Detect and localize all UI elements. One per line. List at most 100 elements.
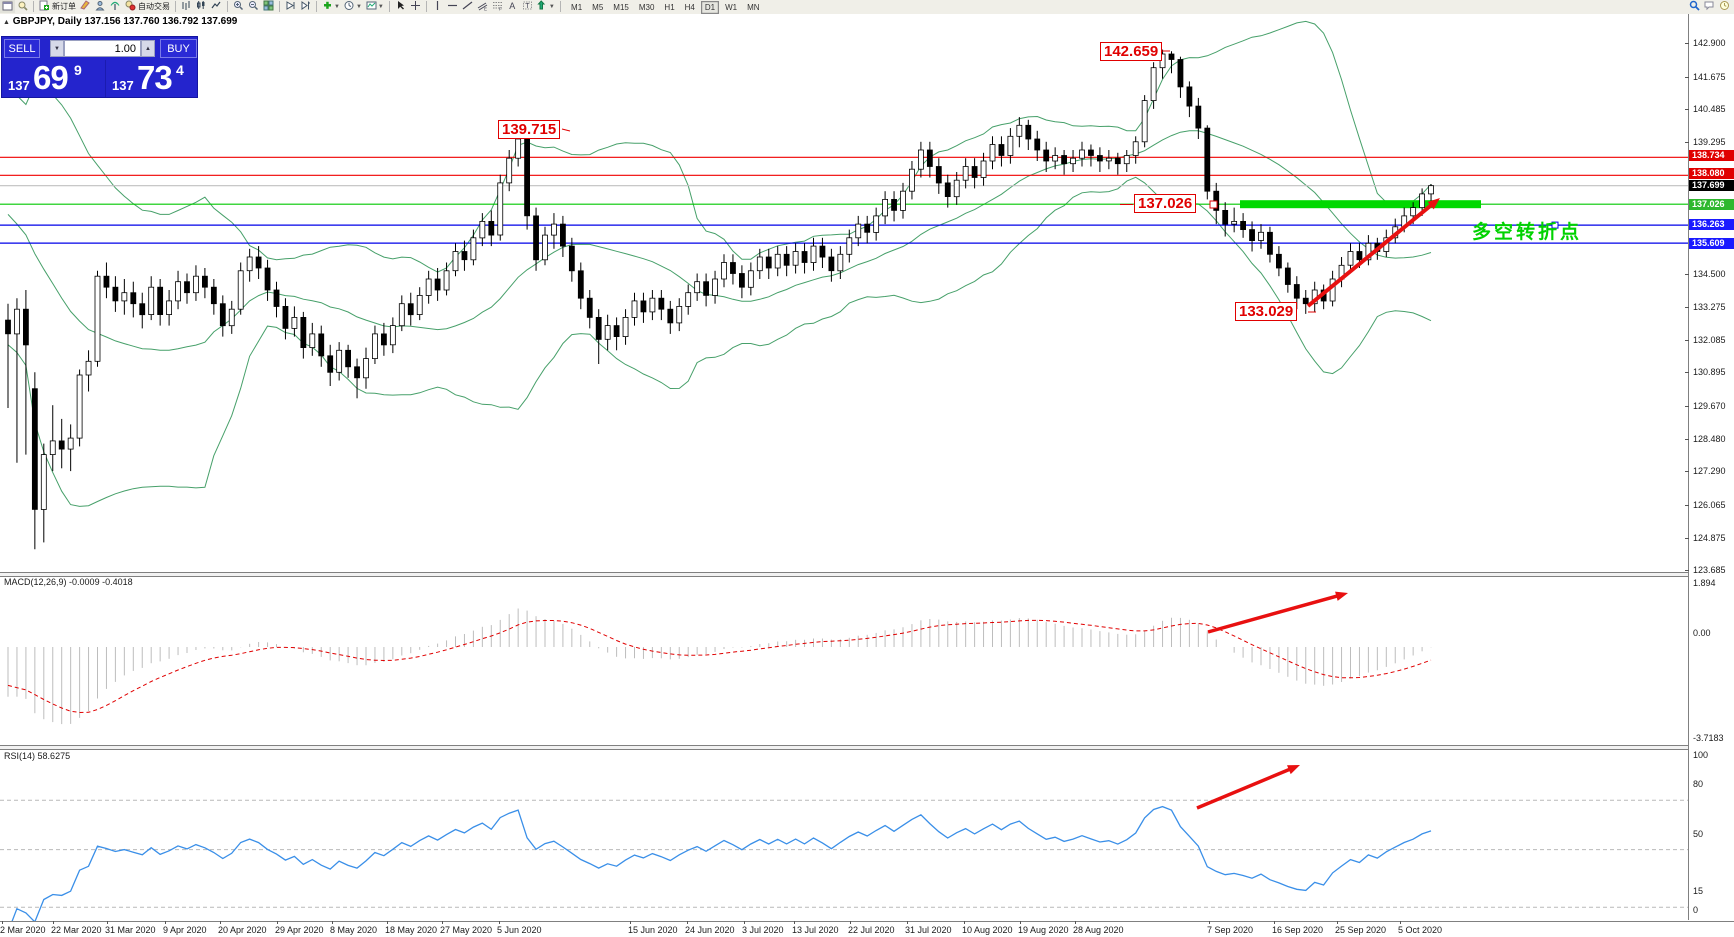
macd-pane[interactable] xyxy=(0,576,1688,745)
timeframe-h1-button[interactable]: H1 xyxy=(664,3,675,12)
price-tick: 142.900 xyxy=(1693,38,1726,48)
price-tick: 141.675 xyxy=(1693,71,1726,82)
toolbar-separator xyxy=(279,1,280,12)
chat-button[interactable] xyxy=(1702,0,1717,13)
timeframe-m5-button[interactable]: M5 xyxy=(592,3,604,12)
date-tick: 29 Apr 2020 xyxy=(275,925,324,935)
price-label-object[interactable]: 137.026 xyxy=(1134,194,1197,213)
hline-button[interactable] xyxy=(445,0,460,13)
date-tick-mark xyxy=(1400,921,1401,924)
date-tick: 3 Jul 2020 xyxy=(742,925,784,935)
zoom-in-button[interactable] xyxy=(231,0,246,13)
styler-icon xyxy=(80,0,91,13)
date-tick: 15 Jun 2020 xyxy=(628,925,678,935)
indicator-axis-tick: 1.894 xyxy=(1693,578,1716,588)
toolbar-separator xyxy=(175,1,176,12)
toolbar-separator xyxy=(388,1,390,12)
volume-up-button[interactable]: ▲ xyxy=(141,40,155,57)
main-chart-pane[interactable] xyxy=(0,14,1688,572)
one-click-toggle-icon[interactable]: ▲ xyxy=(3,19,10,26)
vline-button[interactable] xyxy=(430,0,445,13)
date-tick-mark xyxy=(53,921,54,924)
price-tick-mark xyxy=(1685,406,1689,407)
volume-input[interactable] xyxy=(64,40,141,57)
turning-point-note[interactable]: 多空转折点 xyxy=(1472,221,1583,243)
crosshair-button[interactable] xyxy=(408,0,423,13)
timeframe-d1-button[interactable]: D1 xyxy=(700,1,720,14)
timeframe-mn-button[interactable]: MN xyxy=(747,3,760,12)
price-tick: 129.670 xyxy=(1693,401,1726,411)
templates-button[interactable]: ▼ xyxy=(364,0,386,13)
timeframe-m15-button[interactable]: M15 xyxy=(613,3,629,12)
search-button[interactable] xyxy=(1687,0,1702,13)
search-profile-button[interactable] xyxy=(15,0,30,13)
price-tick-mark xyxy=(1685,273,1689,275)
indicator-axis-tick: 80 xyxy=(1693,779,1704,789)
chart-window: ▲ GBPJPY, Daily 137.156 137.760 136.792 … xyxy=(0,14,1734,937)
chart-shift-button[interactable] xyxy=(298,0,313,13)
auto-scroll-button[interactable] xyxy=(283,0,298,13)
label-button[interactable]: T xyxy=(520,0,535,13)
date-tick-mark xyxy=(277,921,278,924)
text-button[interactable]: A xyxy=(505,0,520,13)
volume-down-button[interactable]: ▼ xyxy=(50,40,64,57)
price-label-object[interactable]: 139.715 xyxy=(498,120,561,139)
zoom-out-button[interactable] xyxy=(246,0,261,13)
buy-button[interactable]: BUY xyxy=(160,39,197,58)
line-chart-button[interactable] xyxy=(209,0,224,13)
auto-scroll-icon xyxy=(285,0,296,13)
periods-icon xyxy=(344,0,355,13)
timeframe-m30-button[interactable]: M30 xyxy=(638,3,655,12)
hline-icon xyxy=(447,0,458,13)
date-tick: 16 Sep 2020 xyxy=(1272,925,1324,935)
new-order-button[interactable]: 新订单 xyxy=(37,0,78,13)
bar-chart-button[interactable] xyxy=(179,0,194,13)
indicator-axis-tick: 15 xyxy=(1693,886,1704,896)
date-tick-mark xyxy=(499,921,500,924)
tile-windows-button[interactable] xyxy=(261,0,276,13)
clock-button[interactable] xyxy=(1717,0,1732,13)
arrows-icon xyxy=(537,0,548,13)
periods-button[interactable]: ▼ xyxy=(342,0,364,13)
indicators-button[interactable]: ▼ xyxy=(320,0,342,13)
search-icon xyxy=(1689,0,1700,13)
pane-splitter-macd[interactable] xyxy=(0,572,1734,577)
arrows-button[interactable]: ▼ xyxy=(535,0,557,13)
svg-text:A: A xyxy=(509,1,515,11)
sell-price[interactable]: 137 69 9 xyxy=(2,59,106,97)
timeframe-m1-button[interactable]: M1 xyxy=(571,3,583,12)
sell-button[interactable]: SELL xyxy=(4,39,40,58)
date-tick-mark xyxy=(630,921,631,924)
date-tick: 5 Oct 2020 xyxy=(1398,925,1443,935)
price-tick-mark xyxy=(1685,76,1689,78)
price-tick-mark xyxy=(1685,537,1689,539)
pane-splitter-rsi[interactable] xyxy=(0,745,1734,750)
price-tick: 140.485 xyxy=(1693,104,1726,115)
profile-button[interactable] xyxy=(93,0,108,13)
price-tick: 127.290 xyxy=(1693,466,1726,477)
channel-button[interactable]: E xyxy=(475,0,490,13)
fibo-button[interactable]: F xyxy=(490,0,505,13)
candle-chart-button[interactable] xyxy=(194,0,209,13)
cursor-icon xyxy=(395,0,406,13)
zoom-out-icon xyxy=(248,0,259,13)
price-label-object[interactable]: 133.029 xyxy=(1235,302,1298,321)
signal-button[interactable] xyxy=(108,0,123,13)
templates-icon xyxy=(366,0,377,13)
price-tick-mark xyxy=(1685,438,1689,440)
trendline-button[interactable] xyxy=(460,0,475,13)
cursor-button[interactable] xyxy=(393,0,408,13)
rsi-pane[interactable] xyxy=(0,749,1688,921)
autotrade-button[interactable]: 自动交易 xyxy=(123,0,172,13)
window-button[interactable] xyxy=(0,0,15,13)
toolbar-separator xyxy=(33,1,34,12)
styler-button[interactable] xyxy=(78,0,93,13)
indicator-axis-tick: 0 xyxy=(1693,905,1699,915)
price-label-object[interactable]: 142.659 xyxy=(1100,42,1163,61)
date-axis: 2 Mar 2020 22 Mar 2020 31 Mar 2020 9 Apr 20… xyxy=(0,921,1734,937)
timeframe-h4-button[interactable]: H4 xyxy=(684,3,695,12)
buy-price-pips: 73 xyxy=(137,59,173,96)
timeframe-w1-button[interactable]: W1 xyxy=(725,3,738,12)
toolbar-separator xyxy=(559,1,561,12)
buy-price[interactable]: 137 73 4 xyxy=(106,59,198,97)
